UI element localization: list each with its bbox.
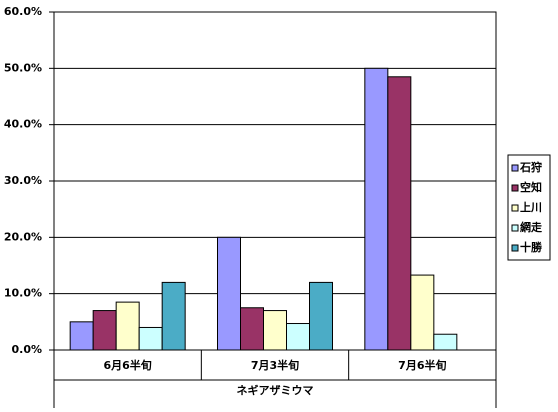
bar — [115, 301, 140, 351]
bar — [69, 321, 94, 351]
x-axis-label: ネギアザミウマ — [237, 383, 314, 397]
y-tick-label: 40.0% — [4, 118, 42, 131]
legend-label: 上川 — [520, 200, 542, 214]
x-tick-label: 7月3半旬 — [251, 358, 299, 372]
legend-label: 網走 — [520, 220, 542, 234]
y-tick-label: 10.0% — [4, 287, 42, 300]
legend-swatch — [511, 244, 519, 252]
bar — [263, 310, 287, 351]
legend-label: 石狩 — [519, 160, 542, 174]
y-tick-label: 0.0% — [11, 343, 42, 356]
bar — [286, 323, 310, 351]
bar — [217, 236, 241, 351]
legend-swatch — [511, 164, 519, 172]
y-tick-label: 20.0% — [4, 230, 42, 243]
bar — [161, 281, 186, 351]
legend-label: 十勝 — [520, 240, 543, 254]
legend-swatch — [511, 224, 519, 232]
x-tick-label: 7月6半旬 — [398, 358, 446, 372]
bar — [433, 333, 458, 351]
legend-label: 空知 — [520, 180, 542, 194]
y-tick-label: 30.0% — [4, 174, 42, 187]
bar — [309, 281, 333, 351]
legend-swatch — [511, 184, 519, 192]
bar — [364, 67, 389, 351]
bar — [410, 274, 435, 351]
y-tick-label: 60.0% — [4, 5, 42, 18]
bar — [387, 76, 412, 351]
bar — [92, 310, 117, 351]
x-tick-label: 6月6半旬 — [104, 358, 152, 372]
bar — [138, 326, 163, 351]
y-tick-label: 50.0% — [4, 61, 42, 74]
bar — [240, 307, 264, 351]
legend-swatch — [511, 204, 519, 212]
